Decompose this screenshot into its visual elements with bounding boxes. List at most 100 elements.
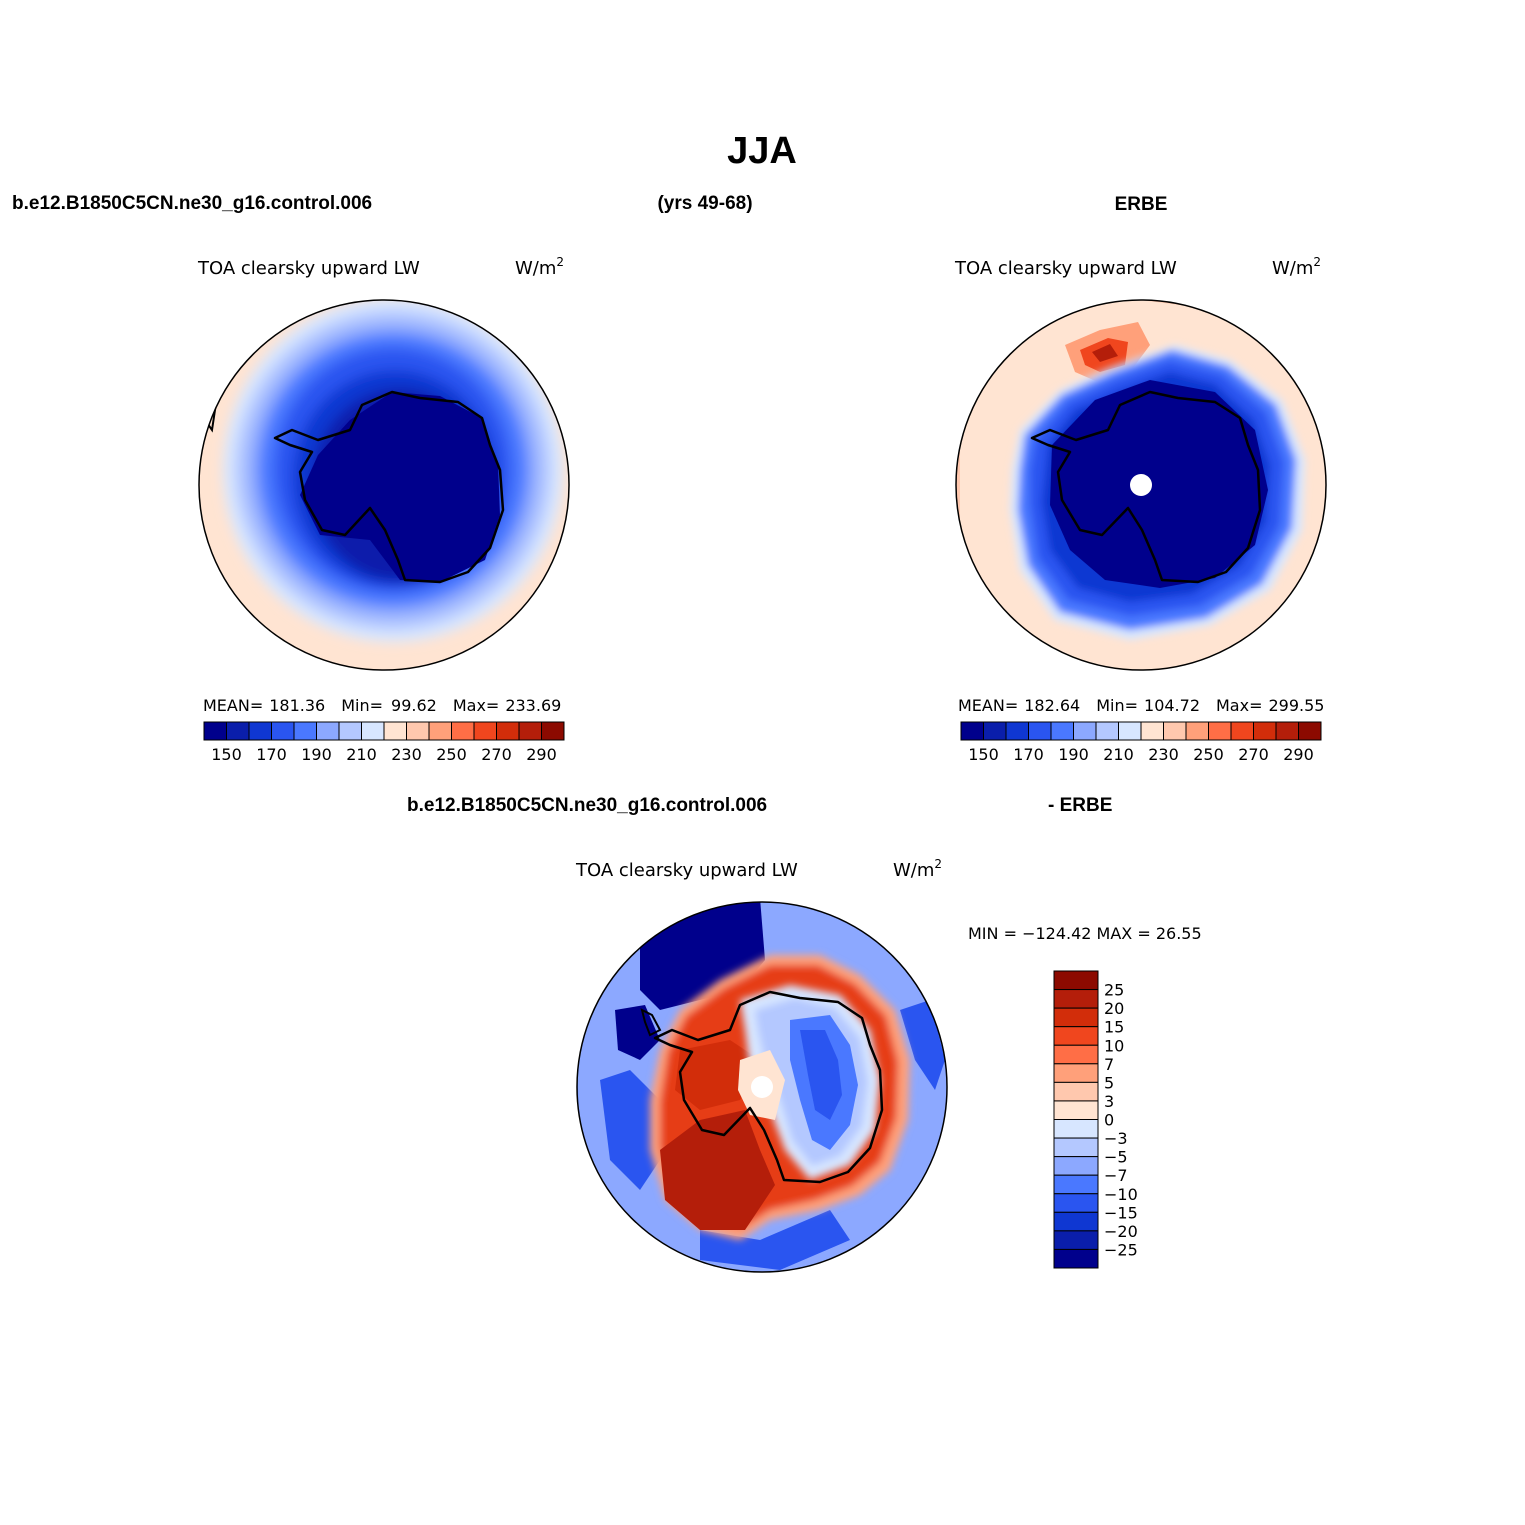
model-min-value: 99.62: [391, 696, 437, 715]
diff-colorbar-tick-label: 10: [1104, 1036, 1124, 1055]
model-colorbar-tick-label: 150: [211, 745, 242, 764]
obs-colorbar-tick-label: 150: [968, 745, 999, 764]
model-colorbar-tick-label: 170: [256, 745, 287, 764]
diff-colorbar-swatch: [1053, 1026, 1099, 1046]
diff-colorbar-swatch: [1053, 1137, 1099, 1158]
obs-colorbar-swatch: [1095, 721, 1119, 741]
model-colorbar-swatch: [518, 721, 542, 741]
model-colorbar-swatch: [428, 721, 452, 741]
model-colorbar-swatch: [293, 721, 317, 741]
model-colorbar: 150 170 190 210 230 250 270 290: [203, 721, 565, 764]
diff-colorbar-swatch: [1053, 1193, 1099, 1213]
diff-colorbar-tick-label: 0: [1104, 1111, 1114, 1130]
diff-colorbar-tick-label: 3: [1104, 1092, 1114, 1111]
diff-colorbar-swatch: [1053, 1119, 1099, 1139]
model-max-value: 233.69: [505, 696, 561, 715]
model-max-label: Max=: [453, 696, 499, 715]
obs-colorbar-tick-label: 210: [1103, 745, 1134, 764]
model-coastline: [273, 390, 505, 584]
diff-colorbar-swatch: [1053, 1007, 1099, 1028]
obs-units-base: W/m: [1272, 258, 1313, 279]
diff-colorbar-swatch: [1053, 1081, 1099, 1102]
model-units-label: W/m2: [515, 255, 564, 279]
obs-pole-hole: [1130, 474, 1152, 496]
model-mean-value: 181.36: [269, 696, 325, 715]
diff-colorbar-swatch: [1053, 1230, 1099, 1250]
diff-pole-hole: [751, 1076, 773, 1098]
obs-colorbar-swatch: [1230, 721, 1254, 741]
model-min-label: Min=: [341, 696, 383, 715]
diff-colorbar-tick-label: −10: [1104, 1185, 1138, 1204]
obs-colorbar-swatch: [1118, 721, 1142, 741]
obs-colorbar: 150 170 190 210 230 250 270 290: [960, 721, 1322, 764]
obs-colorbar-swatch: [1275, 721, 1299, 741]
model-panel: TOA clearsky upward LW W/m2 MEAN= 181.36 M…: [197, 255, 570, 764]
obs-units-label: W/m2: [1272, 255, 1321, 279]
obs-colorbar-swatch: [1208, 721, 1232, 741]
obs-units-sup: 2: [1313, 255, 1321, 269]
obs-colorbar-tick-label: 250: [1193, 745, 1224, 764]
obs-max-value: 299.55: [1268, 696, 1324, 715]
diff-coastline: [653, 990, 884, 1184]
model-colorbar-swatch: [338, 721, 362, 741]
model-stats: MEAN= 181.36 Min= 99.62 Max= 233.69: [203, 696, 561, 715]
diff-colorbar-tick-label: −5: [1104, 1148, 1128, 1167]
diff-colorbar-tick-label: 15: [1104, 1018, 1124, 1037]
diff-colorbar-tick-label: 5: [1104, 1073, 1114, 1092]
diff-colorbar-swatch: [1053, 1174, 1099, 1195]
diff-variable-label: TOA clearsky upward LW: [575, 860, 798, 881]
model-colorbar-swatch: [496, 721, 520, 741]
diff-obs-label: - ERBE: [1048, 795, 1112, 816]
diff-colorbar-swatch: [1053, 989, 1099, 1009]
model-colorbar-swatch: [316, 721, 340, 741]
diff-colorbar-tick-label: −3: [1104, 1129, 1128, 1148]
obs-colorbar-swatch: [1163, 721, 1187, 741]
obs-mean-value: 182.64: [1024, 696, 1080, 715]
obs-colorbar-tick-label: 270: [1238, 745, 1269, 764]
obs-colorbar-swatch: [1050, 721, 1074, 741]
figure-title: JJA: [727, 130, 797, 172]
model-units-sup: 2: [556, 255, 564, 269]
diff-map-boundary: [576, 901, 948, 1273]
model-colorbar-swatch: [473, 721, 497, 741]
model-colorbar-swatch: [361, 721, 385, 741]
diff-colorbar-tick-label: 7: [1104, 1055, 1114, 1074]
obs-min-label: Min=: [1096, 696, 1138, 715]
model-colorbar-swatch: [203, 721, 227, 741]
diff-colorbar-tick-label: −7: [1104, 1166, 1128, 1185]
obs-mean-label: MEAN=: [958, 696, 1018, 715]
obs-colorbar-swatch: [983, 721, 1007, 741]
obs-colorbar-tick-label: 290: [1283, 745, 1314, 764]
years-label: (yrs 49-68): [657, 193, 752, 214]
diff-units-sup: 2: [934, 857, 942, 871]
obs-colorbar-swatch: [1253, 721, 1277, 741]
model-colorbar-tick-label: 290: [526, 745, 557, 764]
model-colorbar-swatch: [226, 721, 250, 741]
obs-colorbar-tick-label: 170: [1013, 745, 1044, 764]
model-colorbar-swatch: [383, 721, 407, 741]
diff-colorbar-swatch: [1053, 1063, 1099, 1083]
diff-colorbar-swatch: [1053, 970, 1099, 991]
obs-panel: TOA clearsky upward LW W/m2 MEAN= 182.64 M…: [954, 255, 1327, 764]
model-colorbar-tick-label: 230: [391, 745, 422, 764]
obs-colorbar-swatch: [1028, 721, 1052, 741]
model-case-label: b.e12.B1850C5CN.ne30_g16.control.006: [12, 193, 372, 214]
obs-stats: MEAN= 182.64 Min= 104.72 Max= 299.55: [958, 696, 1324, 715]
diff-colorbar-swatch: [1053, 1156, 1099, 1176]
obs-colorbar-swatch: [1073, 721, 1097, 741]
model-units-base: W/m: [515, 258, 556, 279]
diff-colorbar-swatch: [1053, 1100, 1099, 1120]
obs-coastline: [1030, 390, 1262, 584]
obs-colorbar-swatch: [1185, 721, 1209, 741]
diff-colorbar-swatch: [1053, 1211, 1099, 1232]
model-map: [199, 300, 569, 670]
obs-colorbar-tick-label: 230: [1148, 745, 1179, 764]
model-colorbar-tick-label: 250: [436, 745, 467, 764]
obs-colorbar-swatch: [1140, 721, 1164, 741]
model-mean-label: MEAN=: [203, 696, 263, 715]
obs-colorbar-swatch: [960, 721, 984, 741]
model-colorbar-swatch: [248, 721, 272, 741]
diff-minmax: MIN = −124.42 MAX = 26.55: [968, 924, 1202, 943]
